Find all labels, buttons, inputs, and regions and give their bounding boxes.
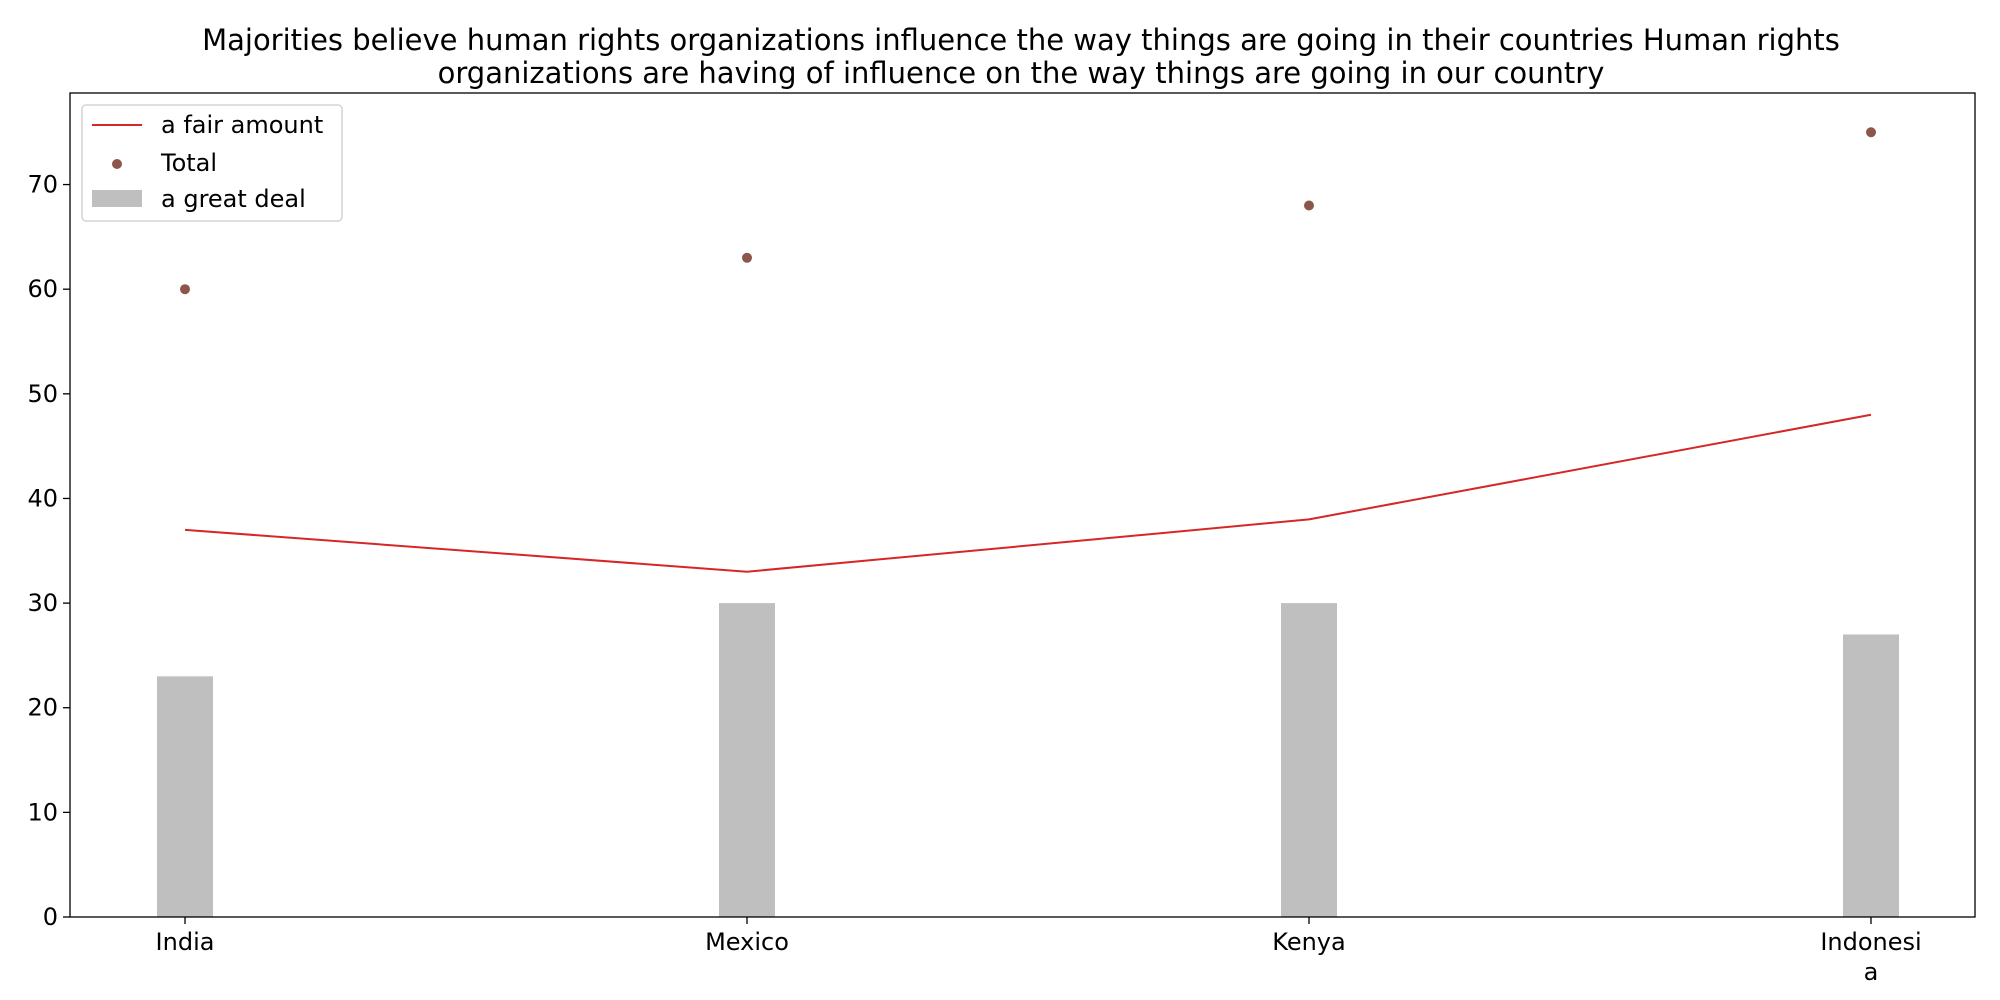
y-tick-label-0: 0 bbox=[43, 903, 58, 931]
chart-title-line-2: organizations are having of influence on… bbox=[438, 56, 1605, 90]
plot-area: 0 10 20 30 40 50 60 70 India Mexico Kenya Indonesi a bbox=[27, 127, 1922, 986]
legend-dot-swatch bbox=[112, 159, 122, 169]
y-tick-label-10: 10 bbox=[27, 798, 58, 826]
legend-bar-swatch bbox=[92, 190, 142, 207]
x-tick-label-line: a bbox=[1864, 958, 1879, 986]
point-total-india bbox=[180, 284, 190, 295]
x-tick-label-line: Kenya bbox=[1272, 928, 1345, 956]
bar-indonesia bbox=[1843, 634, 1899, 917]
x-tick-label-line: Mexico bbox=[705, 928, 789, 956]
legend-label-total: Total bbox=[160, 149, 217, 177]
legend-label-great-deal: a great deal bbox=[161, 185, 306, 213]
point-total-mexico bbox=[742, 252, 752, 263]
legend: a fair amount Total a great deal bbox=[81, 104, 343, 222]
chart-title-line-1: Majorities believe human rights organiza… bbox=[202, 23, 1840, 57]
bar-india bbox=[157, 676, 213, 917]
y-tick-label-70: 70 bbox=[27, 171, 58, 199]
y-tick-label-60: 60 bbox=[27, 275, 58, 303]
axes-frame bbox=[69, 92, 1976, 918]
bar-mexico bbox=[719, 603, 775, 917]
y-tick-label-30: 30 bbox=[27, 589, 58, 617]
x-tick-label-line: Indonesi bbox=[1820, 928, 1921, 956]
line-series-fair-amount bbox=[184, 413, 1872, 573]
y-tick-label-40: 40 bbox=[27, 484, 58, 512]
x-tick-label-mexico: Mexico bbox=[705, 928, 789, 956]
x-tick-label-india: India bbox=[156, 928, 215, 956]
x-tick-label-indonesia: Indonesi a bbox=[1820, 928, 1921, 986]
point-total-indonesia bbox=[1866, 127, 1876, 138]
bar-kenya bbox=[1281, 603, 1337, 917]
point-total-kenya bbox=[1304, 200, 1314, 211]
x-tick-label-kenya: Kenya bbox=[1272, 928, 1345, 956]
y-tick-label-20: 20 bbox=[27, 694, 58, 722]
x-tick-label-line: India bbox=[156, 928, 215, 956]
y-tick-label-50: 50 bbox=[27, 380, 58, 408]
legend-box bbox=[81, 104, 343, 222]
legend-label-fair-amount: a fair amount bbox=[161, 111, 323, 139]
